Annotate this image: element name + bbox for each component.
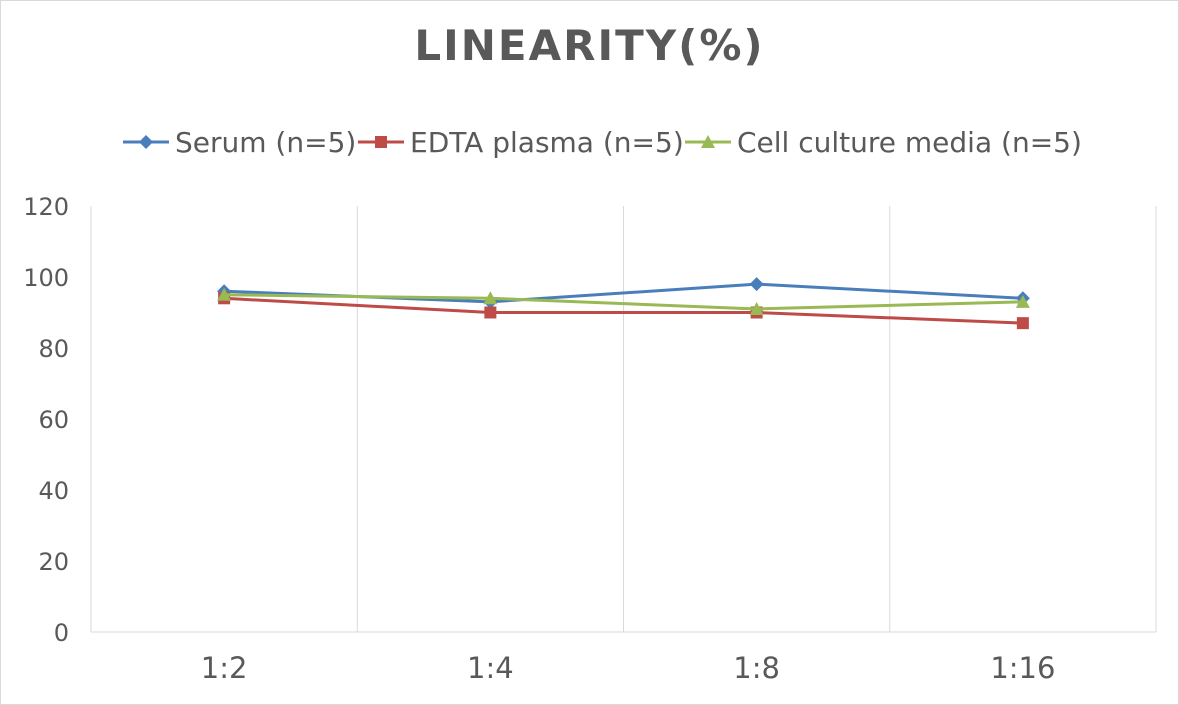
- legend-marker: [139, 135, 153, 149]
- x-tick-label: 1:16: [990, 651, 1055, 685]
- data-point: [483, 291, 498, 305]
- data-point: [1015, 294, 1030, 308]
- series-line: [224, 296, 1023, 325]
- series-line: [224, 293, 1023, 311]
- data-point: [749, 301, 764, 315]
- data-point: [749, 277, 764, 292]
- legend-marker: [375, 136, 387, 148]
- data-point: [484, 306, 497, 319]
- data-point: [217, 287, 232, 301]
- y-tick-label: 0: [54, 619, 69, 647]
- legend-label: Serum (n=5): [175, 126, 356, 159]
- y-tick-label: 40: [38, 477, 69, 505]
- legend-label: Cell culture media (n=5): [737, 126, 1082, 159]
- x-tick-label: 1:4: [467, 651, 514, 685]
- y-tick-label: 20: [38, 548, 69, 576]
- legend-marker: [701, 135, 715, 148]
- y-tick-label: 60: [38, 406, 69, 434]
- y-tick-label: 120: [23, 193, 69, 221]
- x-tick-label: 1:2: [201, 651, 248, 685]
- y-tick-label: 100: [23, 264, 69, 292]
- x-tick-label: 1:8: [733, 651, 780, 685]
- data-point: [1016, 317, 1029, 330]
- y-tick-label: 80: [38, 335, 69, 363]
- legend-label: EDTA plasma (n=5): [410, 126, 684, 159]
- chart-title: LINEARITY(%): [414, 21, 765, 70]
